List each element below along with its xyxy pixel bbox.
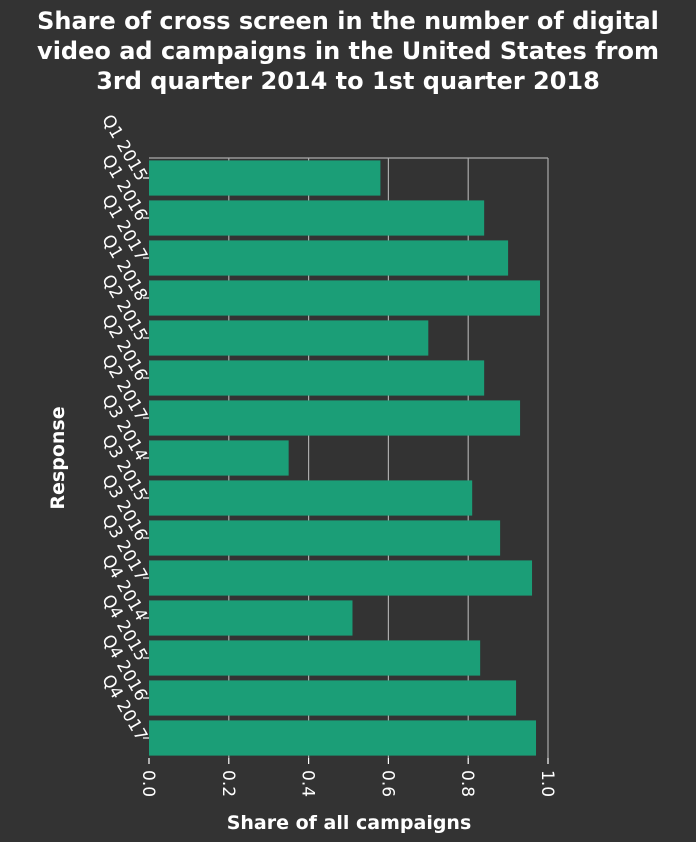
bar (149, 560, 533, 596)
bar (149, 440, 289, 476)
x-tick-label: 0.4 (298, 770, 318, 797)
x-tick-label: 1.0 (537, 770, 557, 797)
bar (149, 200, 485, 236)
bar (149, 520, 501, 556)
bar (149, 400, 521, 436)
chart-title-line-2: video ad campaigns in the United States … (37, 37, 659, 65)
chart-title-line-3: 3rd quarter 2014 to 1st quarter 2018 (96, 67, 600, 95)
x-tick-label: 0.8 (457, 770, 477, 797)
bar (149, 480, 473, 516)
bar (149, 640, 481, 676)
chart-title: Share of cross screen in the number of d… (0, 6, 696, 96)
y-axis-label: Response (47, 406, 69, 509)
bar (149, 280, 541, 316)
x-tick-label: 0.2 (218, 770, 238, 797)
x-tick-label: 0.0 (138, 770, 158, 797)
bar (149, 240, 509, 276)
bar (149, 360, 485, 396)
bar (149, 720, 537, 756)
bar (149, 680, 517, 716)
x-tick-label: 0.6 (377, 770, 397, 797)
x-axis-label: Share of all campaigns (227, 812, 472, 834)
bar (149, 600, 353, 636)
bar (149, 320, 429, 356)
chart-title-line-1: Share of cross screen in the number of d… (37, 7, 659, 35)
bar (149, 160, 381, 196)
